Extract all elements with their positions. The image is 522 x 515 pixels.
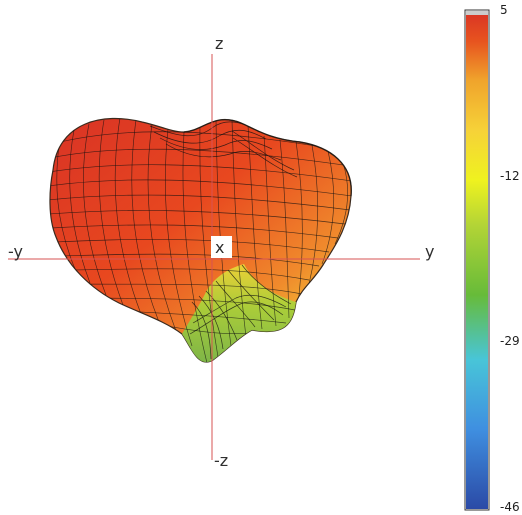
axis-label-minus-z: -z (214, 451, 228, 470)
colorbar (466, 11, 488, 509)
colorbar-tick-minus-29: -29 (500, 334, 520, 348)
axis-label-plus-z: z (215, 34, 223, 53)
colorbar-tick-5: 5 (500, 3, 508, 17)
colorbar-top-cap (466, 11, 488, 15)
colorbar-tick-minus-46: -46 (500, 500, 520, 514)
surface-group (49, 117, 352, 363)
axis-label-minus-y: -y (8, 242, 23, 261)
surface-outline-shadow (183, 118, 352, 197)
axis-label-x: x (215, 238, 224, 257)
surface-lower-green-region (182, 264, 296, 363)
surface-mesh-vertical (56, 118, 348, 363)
x-axis-label-background (211, 236, 232, 258)
colorbar-group: 5 -12 -29 -46 (464, 3, 520, 514)
colorbar-tick-minus-12: -12 (500, 169, 520, 183)
surface-dense-bottom-folds (189, 264, 292, 360)
axis-label-plus-y: y (425, 242, 434, 261)
